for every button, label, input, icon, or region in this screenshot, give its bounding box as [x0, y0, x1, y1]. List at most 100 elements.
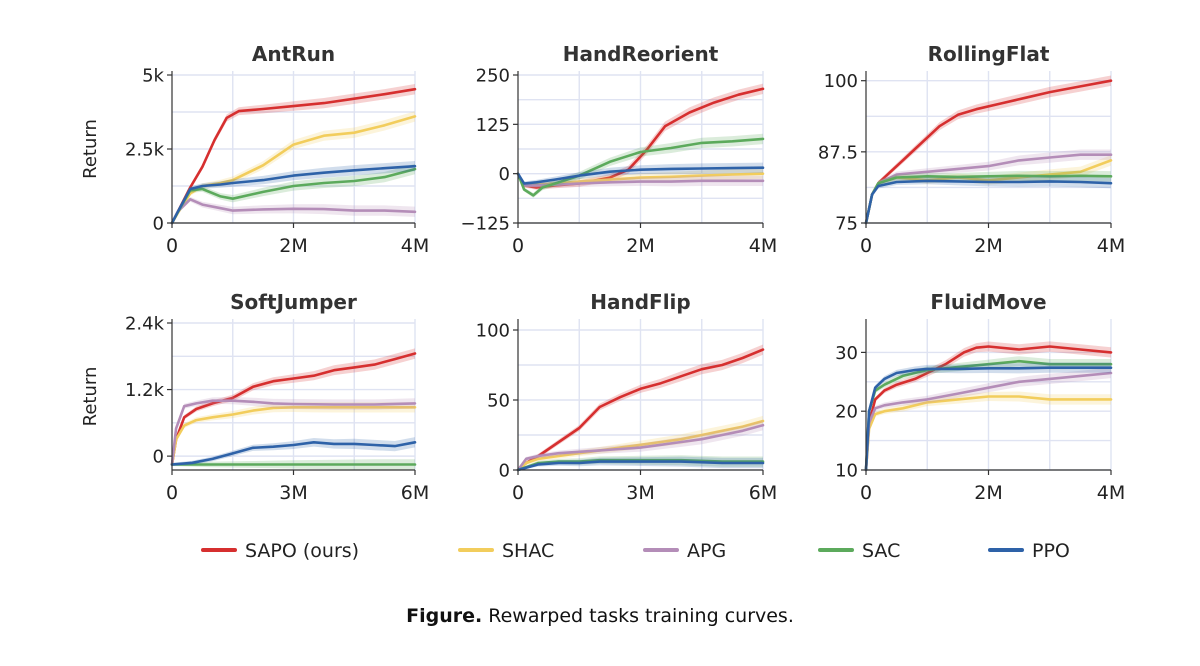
x-tick-label: 4M	[1097, 235, 1125, 257]
series-line	[170, 399, 417, 466]
confidence-band	[866, 155, 1111, 223]
x-tick-label: 0	[860, 482, 872, 504]
series-ppo	[516, 456, 765, 472]
series-line	[864, 366, 1113, 472]
x-tick-label: 2M	[974, 235, 1002, 257]
series-ppo	[864, 362, 1113, 472]
chart-title: RollingFlat	[928, 42, 1050, 66]
series-line	[516, 460, 765, 472]
series-line	[864, 371, 1113, 472]
series-ppo	[170, 437, 417, 466]
series-line	[516, 419, 765, 472]
series-line	[864, 345, 1113, 472]
series-line	[170, 87, 417, 225]
y-tick-label: 2.4k	[125, 314, 165, 335]
series-shac	[864, 391, 1113, 472]
series-sapo-ours	[516, 344, 765, 472]
confidence-band	[518, 456, 763, 470]
x-tick-label: 4M	[749, 235, 777, 257]
confidence-band	[518, 420, 763, 470]
legend-label: SAC	[862, 540, 900, 562]
y-tick-label: 75	[835, 214, 858, 235]
grid	[172, 319, 416, 470]
series-line	[516, 166, 765, 185]
series-shac	[516, 415, 765, 472]
chart-handflip: 0 3M 6M 0 50 100 HandFlip	[476, 290, 778, 504]
y-axis-label: Return	[80, 119, 101, 179]
y-tick-label: 100	[476, 321, 510, 342]
legend-item-shac: SHAC	[458, 540, 554, 562]
series-line	[170, 198, 417, 225]
x-tick-label: 3M	[279, 482, 307, 504]
y-tick-label: 1.2k	[125, 380, 165, 401]
confidence-band	[866, 362, 1111, 470]
series-line	[516, 172, 765, 187]
series-line	[516, 348, 765, 472]
legend-label: PPO	[1032, 540, 1070, 562]
confidence-band	[866, 149, 1111, 223]
series-ppo	[516, 162, 765, 186]
series-line	[864, 79, 1113, 225]
y-tick-label: 2.5k	[125, 140, 165, 161]
series-line	[170, 406, 417, 466]
legend-label: APG	[687, 540, 726, 562]
series-line	[170, 164, 417, 225]
y-tick-label: 50	[487, 391, 510, 412]
series-sac	[170, 459, 417, 470]
y-tick-label: 5k	[142, 66, 164, 87]
y-tick-label: 0	[153, 447, 164, 468]
chart-title: HandReorient	[563, 42, 719, 66]
y-tick-label: 0	[499, 461, 510, 482]
x-tick-label: 2M	[974, 482, 1002, 504]
chart-title: AntRun	[252, 42, 335, 66]
series-ppo	[864, 176, 1113, 225]
x-tick-label: 4M	[1097, 482, 1125, 504]
y-tick-label: 125	[476, 115, 510, 136]
series-apg	[170, 397, 417, 466]
chart-rollingflat: 0 2M 4M 75 87.5 100 RollingFlat	[818, 42, 1125, 257]
chart-title: HandFlip	[590, 290, 690, 314]
series-apg	[516, 172, 765, 188]
x-tick-label: 2M	[279, 235, 307, 257]
legend: SAPO (ours) SHAC APG SAC PPO	[201, 540, 1070, 562]
series-line	[170, 352, 417, 466]
series-line	[864, 395, 1113, 472]
y-tick-label: 20	[835, 402, 858, 423]
series-sapo-ours	[170, 348, 417, 466]
series-apg	[516, 420, 765, 472]
chart-title: SoftJumper	[230, 290, 357, 314]
series-shac	[170, 402, 417, 466]
series-line	[516, 137, 765, 197]
confidence-band	[518, 344, 763, 470]
chart-softjumper: 0 3M 6M 0 1.2k 2.4k SoftJumper Return	[80, 290, 429, 504]
series-line	[170, 441, 417, 466]
series-line	[516, 458, 765, 472]
chart-title: FluidMove	[930, 290, 1046, 314]
confidence-band	[518, 415, 763, 470]
confidence-band	[172, 84, 415, 223]
x-tick-label: 0	[512, 482, 524, 504]
series-line	[864, 179, 1113, 225]
legend-item-sapo-ours: SAPO (ours)	[201, 540, 359, 562]
chart-antrun: 0 2M 4M 0 2.5k 5k AntRun Return	[80, 42, 429, 257]
chart-fluidmove: 0 2M 4M 10 20 30 FluidMove	[835, 290, 1125, 504]
series-line	[516, 423, 765, 472]
legend-item-apg: APG	[643, 540, 726, 562]
legend-item-ppo: PPO	[988, 540, 1070, 562]
confidence-band	[172, 163, 415, 223]
x-tick-label: 4M	[401, 235, 429, 257]
y-tick-label: 0	[499, 164, 510, 185]
series-sapo-ours	[170, 84, 417, 225]
y-tick-label: 87.5	[818, 142, 858, 163]
caption-label: Figure.	[406, 605, 483, 627]
x-tick-label: 6M	[749, 482, 777, 504]
series-apg	[170, 196, 417, 225]
figure-caption: Figure. Rewarped tasks training curves.	[0, 605, 1200, 627]
y-tick-label: 0	[153, 214, 164, 235]
y-tick-label: 250	[476, 66, 510, 87]
caption-text: Rewarped tasks training curves.	[482, 605, 794, 627]
x-tick-label: 0	[166, 235, 178, 257]
